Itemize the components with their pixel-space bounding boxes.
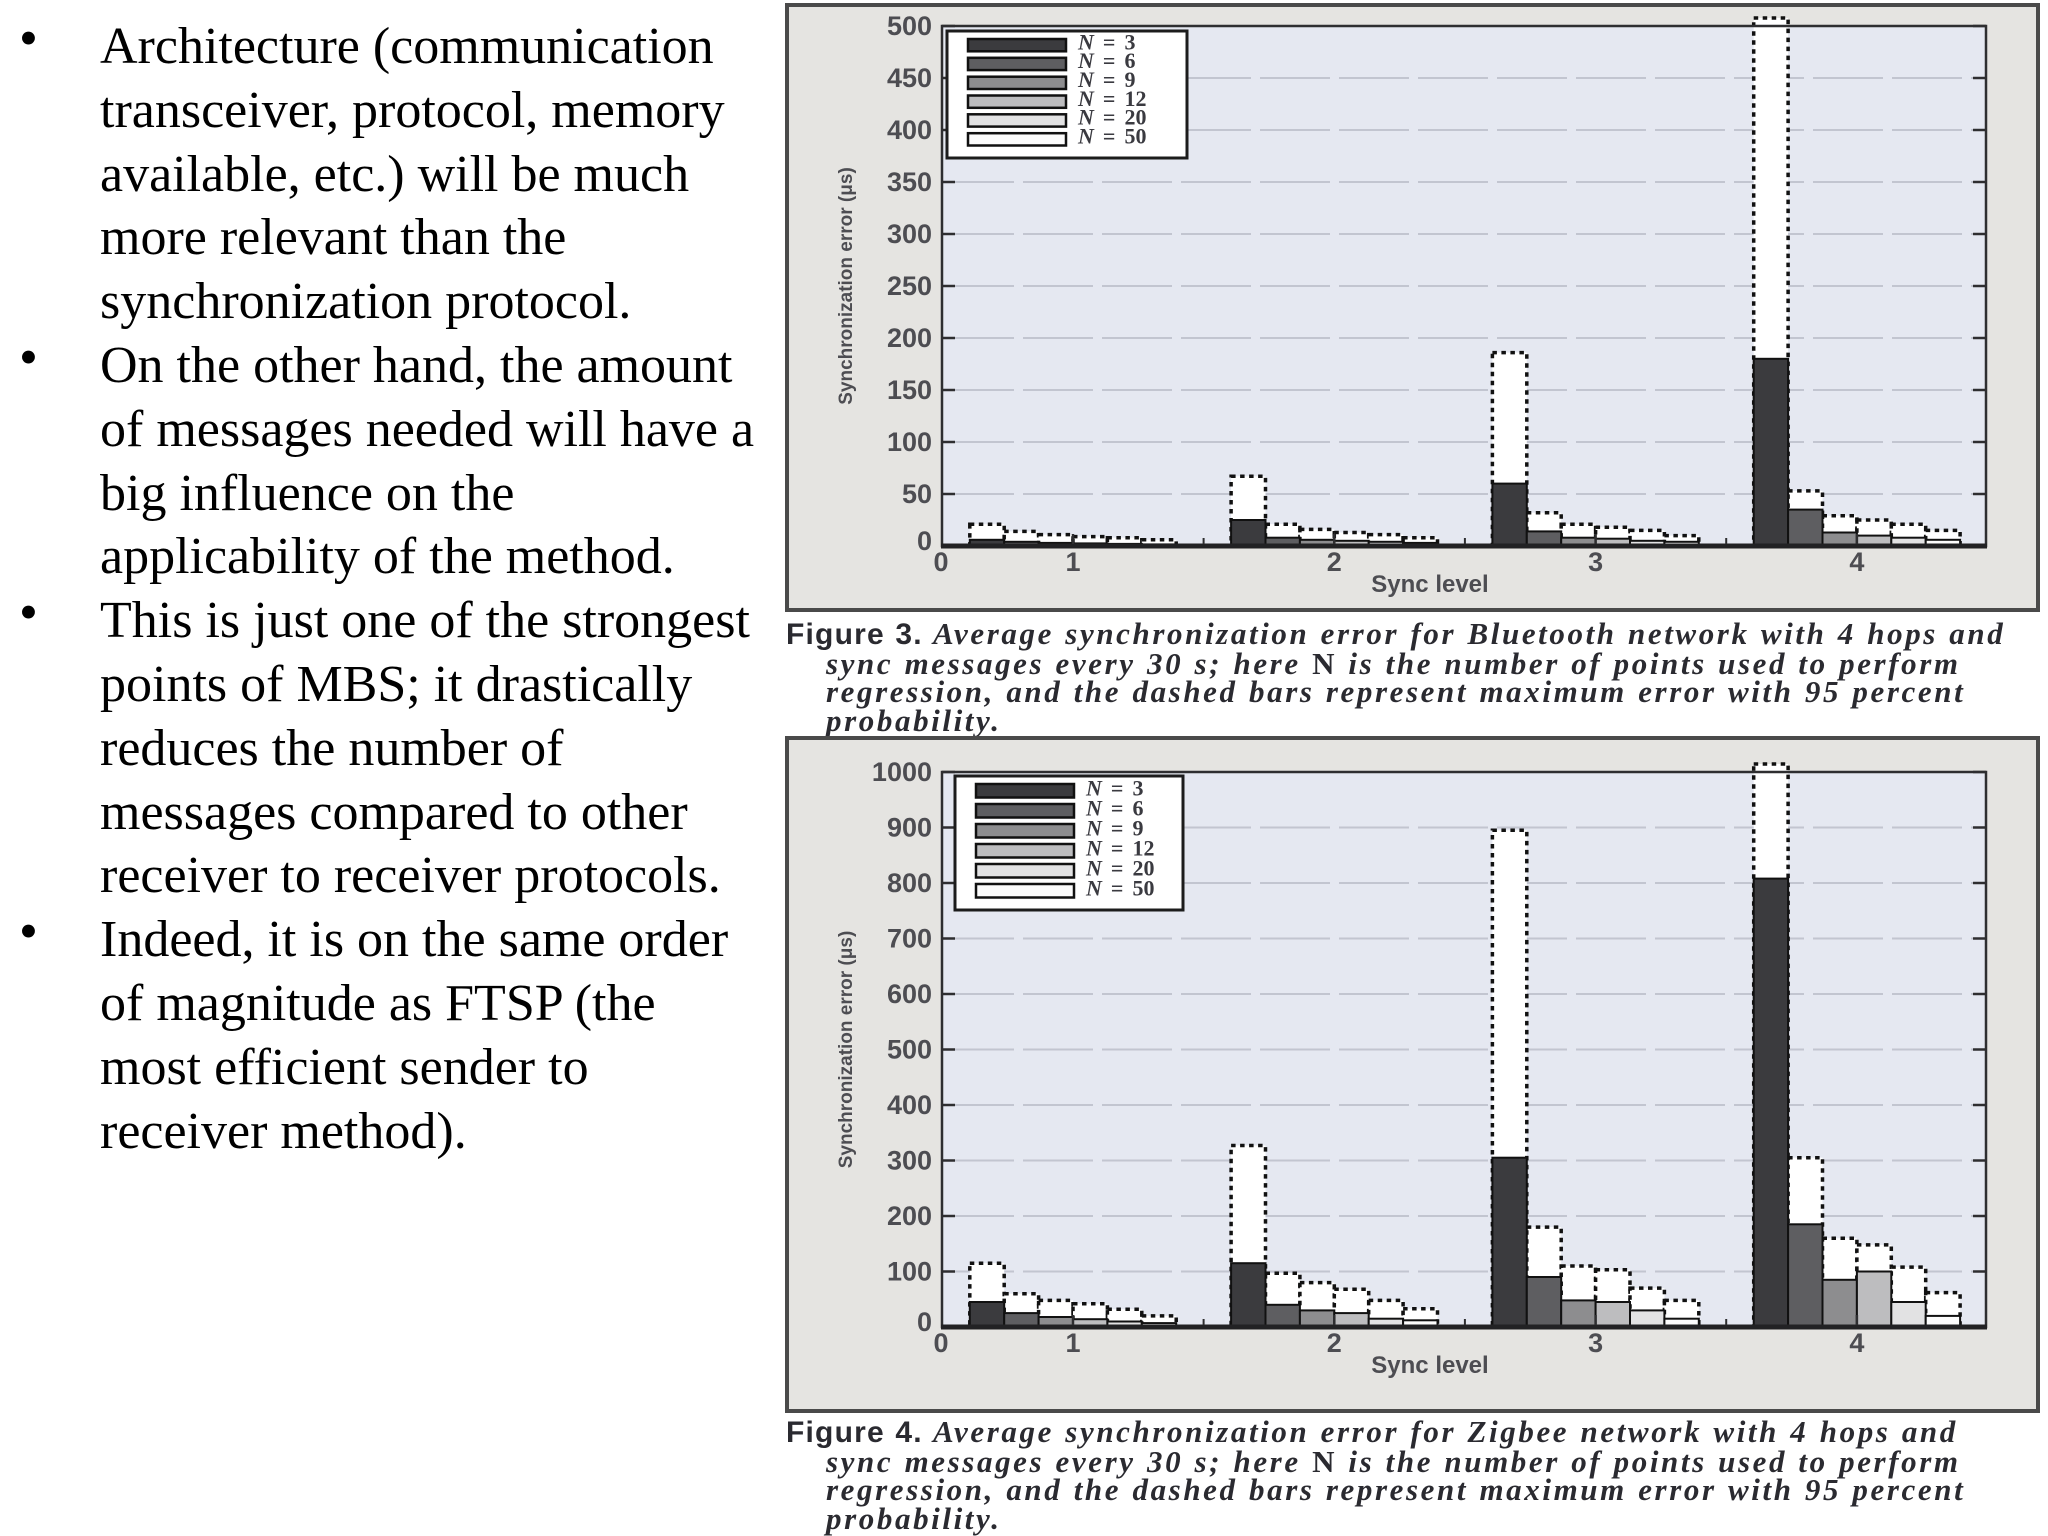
svg-text:400: 400: [887, 1090, 932, 1120]
svg-text:4: 4: [1849, 1328, 1864, 1358]
svg-text:N=20: N = 20: [1077, 105, 1146, 130]
svg-text:200: 200: [887, 323, 932, 353]
svg-text:N=9: N = 9: [1077, 67, 1135, 92]
svg-text:N=12: N = 12: [1085, 836, 1154, 861]
svg-text:300: 300: [887, 1146, 932, 1176]
svg-text:N=3: N = 3: [1077, 29, 1135, 54]
svg-text:1: 1: [1065, 1328, 1080, 1358]
svg-text:1000: 1000: [872, 757, 932, 787]
svg-text:Synchronization error (μs): Synchronization error (μs): [836, 167, 857, 405]
svg-text:800: 800: [887, 868, 932, 898]
svg-text:600: 600: [887, 979, 932, 1009]
svg-text:700: 700: [887, 924, 932, 954]
svg-text:900: 900: [887, 813, 932, 843]
svg-text:N=12: N = 12: [1077, 86, 1146, 111]
svg-text:2: 2: [1327, 1328, 1342, 1358]
svg-text:450: 450: [887, 63, 932, 93]
svg-text:2: 2: [1327, 547, 1342, 577]
svg-text:N=50: N = 50: [1085, 876, 1154, 901]
svg-text:N=20: N = 20: [1085, 856, 1154, 881]
svg-text:N=6: N = 6: [1085, 796, 1143, 821]
svg-text:Sync level: Sync level: [1371, 1352, 1488, 1379]
svg-text:500: 500: [887, 1035, 932, 1065]
svg-text:500: 500: [887, 11, 932, 41]
svg-text:100: 100: [887, 1257, 932, 1287]
svg-text:N=9: N = 9: [1085, 816, 1143, 841]
svg-text:0: 0: [917, 526, 932, 556]
svg-text:4: 4: [1849, 547, 1864, 577]
svg-text:N=6: N = 6: [1077, 48, 1135, 73]
svg-text:N=50: N = 50: [1077, 124, 1146, 149]
svg-text:300: 300: [887, 219, 932, 249]
svg-text:0: 0: [917, 1307, 932, 1337]
svg-text:1: 1: [1065, 547, 1080, 577]
svg-text:100: 100: [887, 427, 932, 457]
svg-text:3: 3: [1588, 547, 1603, 577]
svg-text:250: 250: [887, 271, 932, 301]
svg-text:200: 200: [887, 1201, 932, 1231]
svg-text:3: 3: [1588, 1328, 1603, 1358]
svg-text:50: 50: [902, 479, 932, 509]
svg-text:350: 350: [887, 167, 932, 197]
svg-text:Synchronization error (μs): Synchronization error (μs): [836, 931, 857, 1169]
svg-text:0: 0: [933, 1328, 948, 1358]
svg-text:Sync level: Sync level: [1371, 571, 1488, 598]
svg-text:150: 150: [887, 375, 932, 405]
svg-text:0: 0: [933, 547, 948, 577]
svg-text:N=3: N = 3: [1085, 776, 1143, 801]
svg-text:400: 400: [887, 115, 932, 145]
